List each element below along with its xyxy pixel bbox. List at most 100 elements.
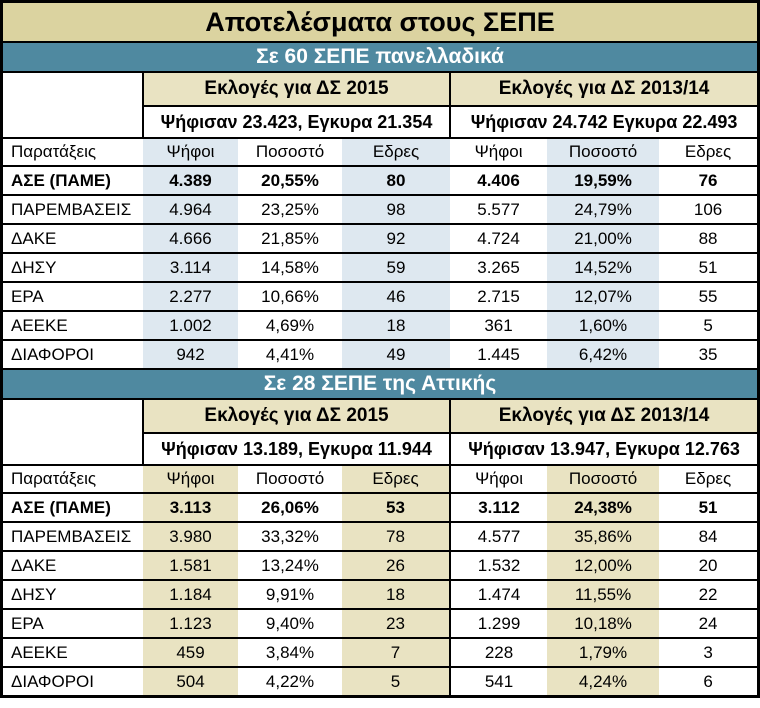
value-cell: 3	[659, 638, 758, 668]
value-cell: 59	[342, 253, 451, 283]
party-cell: ΠΑΡΕΜΒΑΣΕΙΣ	[3, 522, 143, 552]
party-column-header: Παρατάξεις	[3, 138, 143, 167]
table-row: ΔΑΚΕ 1.581 13,24% 26 1.532 12,00% 20	[3, 551, 758, 581]
value-cell: 18	[342, 311, 451, 341]
column-header-row: Παρατάξεις Ψήφοι Ποσοστό Εδρες Ψήφοι Ποσοστό Ε…	[3, 138, 758, 167]
value-cell: 98	[342, 195, 451, 225]
value-cell: 4.406	[450, 166, 548, 196]
value-cell: 3,84%	[238, 638, 342, 668]
party-cell: ΔΗΣΥ	[3, 580, 143, 610]
table-row: ΠΑΡΕΜΒΑΣΕΙΣ 3.980 33,32% 78 4.577 35,86% 84	[3, 522, 758, 552]
section-heading: Σε 60 ΣΕΠΕ πανελλαδικά	[3, 43, 757, 73]
table-row: ΕΡΑ 1.123 9,40% 23 1.299 10,18% 24	[3, 609, 758, 639]
value-cell: 228	[449, 638, 548, 668]
table-row: ΑΕΕΚΕ 459 3,84% 7 228 1,79% 3	[3, 638, 758, 668]
turnout-cell: Ψήφισαν 13.189, Εγκυρα 11.944	[141, 433, 451, 466]
value-cell: 4.389	[143, 166, 238, 196]
column-header-cell: Ποσοστό	[547, 138, 660, 167]
column-header-cell: Ποσοστό	[547, 465, 660, 494]
value-cell: 13,24%	[238, 551, 342, 581]
value-cell: 88	[659, 224, 758, 254]
group-header-cell: Εκλογές για ΔΣ 2013/14	[449, 400, 758, 434]
value-cell: 4.577	[449, 522, 548, 552]
value-cell: 4.724	[450, 224, 548, 254]
value-cell: 53	[342, 493, 451, 523]
group-header-cell: Εκλογές για ΔΣ 2015	[141, 73, 451, 107]
party-cell: ΔΑΚΕ	[3, 224, 143, 254]
value-cell: 106	[659, 195, 758, 225]
value-cell: 4,41%	[238, 340, 342, 370]
results-table: Εκλογές για ΔΣ 2015 Εκλογές για ΔΣ 2013/1…	[3, 73, 758, 370]
value-cell: 6	[703, 671, 713, 691]
party-cell: ΔΙΑΦΟΡΟΙ	[11, 671, 94, 691]
party-cell: ΑΕΕΚΕ	[3, 311, 143, 341]
group-header-row: Εκλογές για ΔΣ 2015 Εκλογές για ΔΣ 2013/1…	[3, 73, 758, 139]
value-cell: 1.532	[449, 551, 548, 581]
value-cell: 3.265	[450, 253, 548, 283]
value-cell: 1.474	[449, 580, 548, 610]
value-cell: 1.184	[143, 580, 238, 610]
value-cell: 49	[342, 340, 451, 370]
table-row: ΕΡΑ 2.277 10,66% 46 2.715 12,07% 55	[3, 282, 758, 312]
turnout-row: Ψήφισαν 23.423, Εγκυρα 21.354 Ψήφισαν 24.…	[3, 106, 758, 139]
value-cell: 14,52%	[547, 253, 660, 283]
value-cell: 14,58%	[238, 253, 342, 283]
value-cell: 10,18%	[547, 609, 660, 639]
turnout-row: Ψήφισαν 13.189, Εγκυρα 11.944 Ψήφισαν 13.…	[3, 433, 758, 466]
corner-cell	[3, 400, 144, 466]
value-cell: 541	[449, 667, 548, 695]
party-cell: ΔΑΚΕ	[3, 551, 143, 581]
table-row: ΔΙΑΦΟΡΟΙ 942 4,41% 49 1.445 6,42% 35	[3, 340, 758, 370]
value-cell: 4,24%	[547, 667, 660, 695]
column-header-cell: Ποσοστό	[238, 465, 342, 494]
value-cell: 21,00%	[547, 224, 660, 254]
table-row: ΔΗΣΥ 3.114 14,58% 59 3.265 14,52% 51	[3, 253, 758, 283]
table-body: Εκλογές για ΔΣ 2015 Εκλογές για ΔΣ 2013/1…	[3, 400, 758, 695]
value-cell: 1.445	[450, 340, 548, 370]
turnout-cell: Ψήφισαν 13.947, Εγκυρα 12.763	[449, 433, 758, 466]
value-cell: 6,42%	[547, 340, 660, 370]
value-cell: 80	[342, 166, 451, 196]
value-cell: 23	[342, 609, 451, 639]
value-cell: 84	[659, 522, 758, 552]
value-cell: 2.277	[143, 282, 238, 312]
value-cell: 1.581	[143, 551, 238, 581]
value-cell: 9,91%	[238, 580, 342, 610]
table-row: ΔΗΣΥ 1.184 9,91% 18 1.474 11,55% 22	[3, 580, 758, 610]
value-cell: 20	[659, 551, 758, 581]
value-cell: 1.002	[143, 311, 238, 341]
value-cell: 23,25%	[238, 195, 342, 225]
turnout-cell: Ψήφισαν 23.423, Εγκυρα 21.354	[141, 106, 451, 139]
value-cell: 2.715	[450, 282, 548, 312]
value-cell: 55	[659, 282, 758, 312]
column-header-cell: Ψήφοι	[143, 465, 238, 494]
column-header-cell: Εδρες	[659, 465, 758, 494]
value-cell: 3.112	[449, 493, 548, 523]
value-cell: 4.964	[143, 195, 238, 225]
party-cell: ΑΣΕ (ΠΑΜΕ)	[3, 166, 143, 196]
column-header-cell: Ποσοστό	[238, 138, 342, 167]
section-2: Σε 28 ΣΕΠΕ της Αττικής Εκλογές για ΔΣ 201…	[3, 370, 758, 695]
value-cell: 35,86%	[547, 522, 660, 552]
party-cell: ΠΑΡΕΜΒΑΣΕΙΣ	[3, 195, 143, 225]
value-cell: 4.666	[143, 224, 238, 254]
value-cell: 10,66%	[238, 282, 342, 312]
value-cell: 3.980	[143, 522, 238, 552]
column-header-cell: Ψήφοι	[450, 138, 548, 167]
value-cell: 18	[342, 580, 451, 610]
value-cell: 22	[659, 580, 758, 610]
table-row: ΑΣΕ (ΠΑΜΕ) 4.389 20,55% 80 4.406 19,59% 76	[3, 166, 758, 196]
value-cell: 9,40%	[238, 609, 342, 639]
section-heading: Σε 28 ΣΕΠΕ της Αττικής	[3, 370, 757, 400]
column-header-cell: Ψήφοι	[143, 138, 238, 167]
value-cell: 24,79%	[547, 195, 660, 225]
column-header-cell: Εδρες	[342, 138, 451, 167]
value-cell: 5	[342, 667, 451, 695]
value-cell: 26,06%	[238, 493, 342, 523]
value-cell: 5	[659, 311, 758, 341]
value-cell: 20,55%	[238, 166, 342, 196]
value-cell: 12,00%	[547, 551, 660, 581]
value-cell: 24	[659, 609, 758, 639]
table-row: ΠΑΡΕΜΒΑΣΕΙΣ 4.964 23,25% 98 5.577 24,79% 106	[3, 195, 758, 225]
